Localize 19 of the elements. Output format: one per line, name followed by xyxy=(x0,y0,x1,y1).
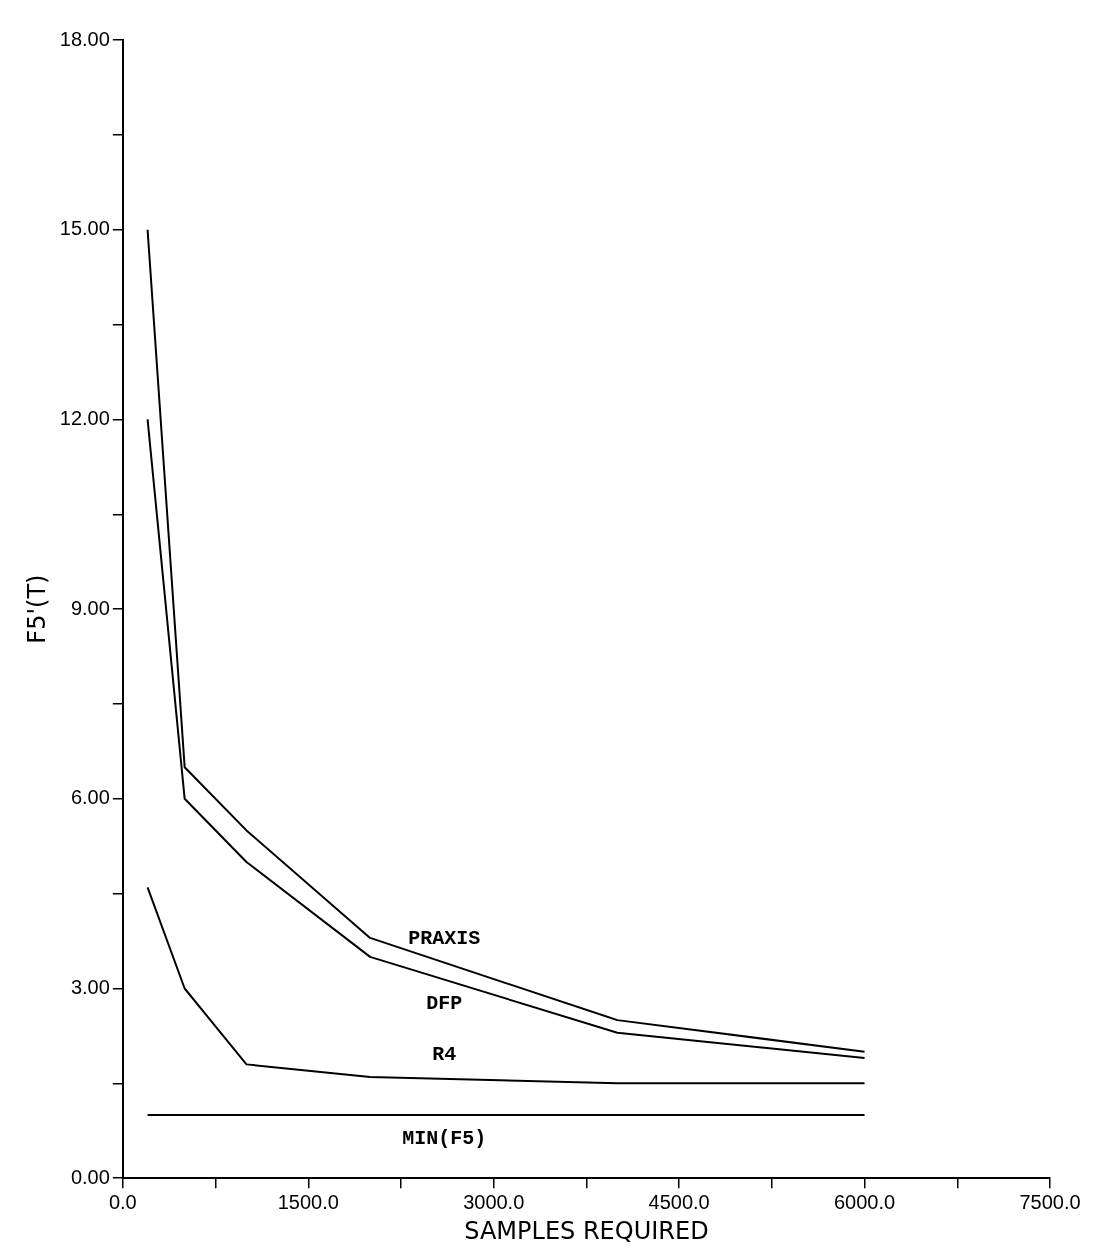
series-label: PRAXIS xyxy=(408,926,481,950)
x-tick-label: 4500.0 xyxy=(648,1190,710,1213)
y-tick-label: 15.00 xyxy=(59,217,110,240)
y-tick-label: 6.00 xyxy=(70,786,110,809)
y-tick-label: 12.00 xyxy=(59,406,110,429)
series-label: MIN(F5) xyxy=(402,1127,487,1150)
x-tick-label: 0.0 xyxy=(108,1190,137,1213)
y-tick-label: 18.00 xyxy=(59,27,110,50)
y-tick-label: 0.00 xyxy=(70,1165,110,1188)
y-tick-label: 9.00 xyxy=(70,596,110,619)
y-tick-label: 3.00 xyxy=(70,976,110,999)
x-tick-label: 1500.0 xyxy=(277,1190,339,1213)
x-tick-label: 6000.0 xyxy=(833,1190,896,1213)
series-label: DFP xyxy=(426,991,463,1015)
x-tick-label: 7500.0 xyxy=(1019,1190,1081,1213)
x-tick-label: 3000.0 xyxy=(463,1190,525,1213)
y-axis-title: F5'(T) xyxy=(22,574,51,644)
series-label: R4 xyxy=(432,1042,457,1066)
x-axis-title: SAMPLES REQUIRED xyxy=(464,1216,709,1245)
